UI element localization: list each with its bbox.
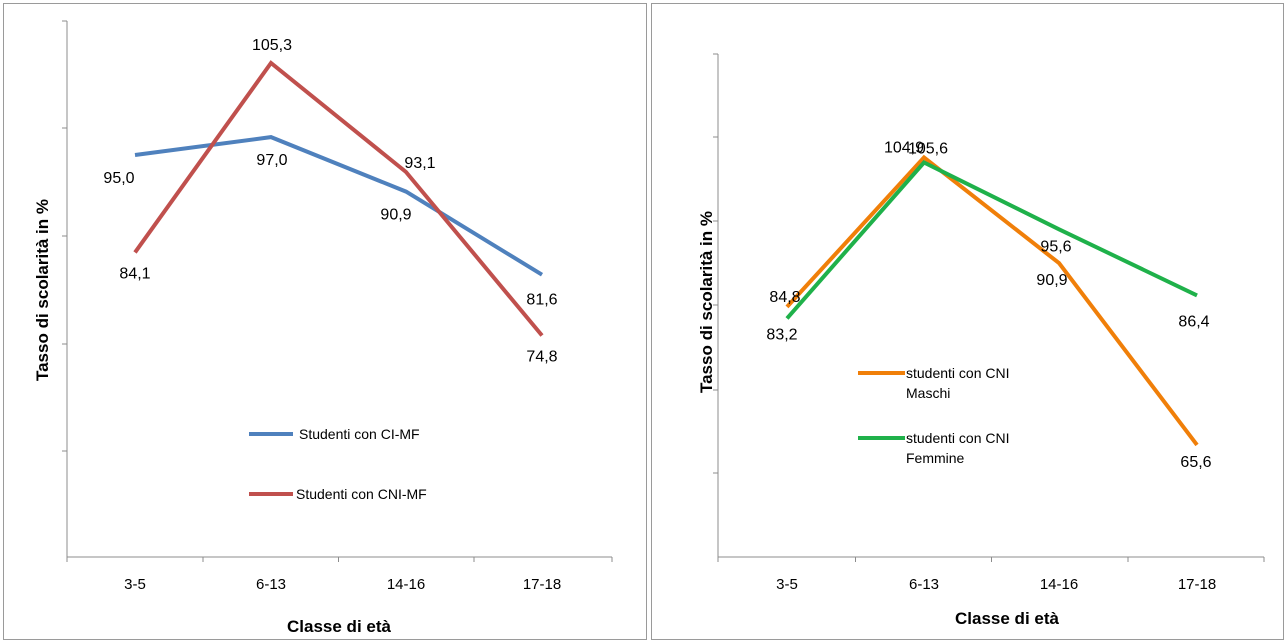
y-axis-title: Tasso di scolarità in % xyxy=(697,211,716,393)
legend-label: studenti con CNI Maschi xyxy=(906,365,1010,401)
chart-panel-right: 3-5 6-13 14-16 17-18 Classe di età Tasso di s… xyxy=(651,3,1284,640)
data-label: 81,6 xyxy=(526,292,557,309)
data-label: 105,6 xyxy=(908,140,948,157)
chart-right: 3-5 6-13 14-16 17-18 Classe di età Tasso di s… xyxy=(697,53,1265,628)
x-axis-title: Classe di età xyxy=(955,609,1059,628)
data-label: 90,9 xyxy=(1036,272,1067,289)
legend-label: Studenti con CNI-MF xyxy=(296,486,427,502)
data-label: 97,0 xyxy=(256,152,287,169)
legend-label: Studenti con CI-MF xyxy=(299,426,420,442)
x-tick-label: 17-18 xyxy=(523,576,561,593)
data-label: 83,2 xyxy=(766,326,797,343)
data-label: 84,8 xyxy=(769,289,800,306)
series-line-2 xyxy=(785,160,1198,320)
x-tick-label: 6-13 xyxy=(909,576,939,593)
data-label: 84,1 xyxy=(119,265,150,282)
data-label: 86,4 xyxy=(1178,313,1209,330)
data-label: 105,3 xyxy=(252,37,292,54)
data-label: 90,9 xyxy=(380,207,411,224)
x-tick-label: 6-13 xyxy=(256,576,286,593)
x-tick-label: 17-18 xyxy=(1178,576,1216,593)
y-axis-title: Tasso di scolarità in % xyxy=(33,199,52,381)
data-label: 95,6 xyxy=(1040,238,1071,255)
series-line-1 xyxy=(785,154,1199,447)
x-axis-title: Classe di età xyxy=(287,617,391,636)
x-tick-label: 14-16 xyxy=(387,576,425,593)
chart-left: 3-5 6-13 14-16 17-18 Classe di età Tasso di s… xyxy=(33,20,613,636)
x-tick-label: 14-16 xyxy=(1040,576,1078,593)
chart-panel-left: 3-5 6-13 14-16 17-18 Classe di età Tasso di s… xyxy=(3,3,647,640)
x-tick-label: 3-5 xyxy=(776,576,798,593)
data-label: 104,9 xyxy=(884,140,924,157)
x-tick-label: 3-5 xyxy=(124,576,146,593)
data-label: 93,1 xyxy=(404,155,435,172)
legend-label: studenti con CNI Femmine xyxy=(906,430,1010,466)
data-label: 95,0 xyxy=(103,170,134,187)
data-label: 74,8 xyxy=(526,348,557,365)
series-line-1 xyxy=(134,135,544,277)
data-label: 65,6 xyxy=(1180,454,1211,471)
series-line-2 xyxy=(133,60,544,337)
